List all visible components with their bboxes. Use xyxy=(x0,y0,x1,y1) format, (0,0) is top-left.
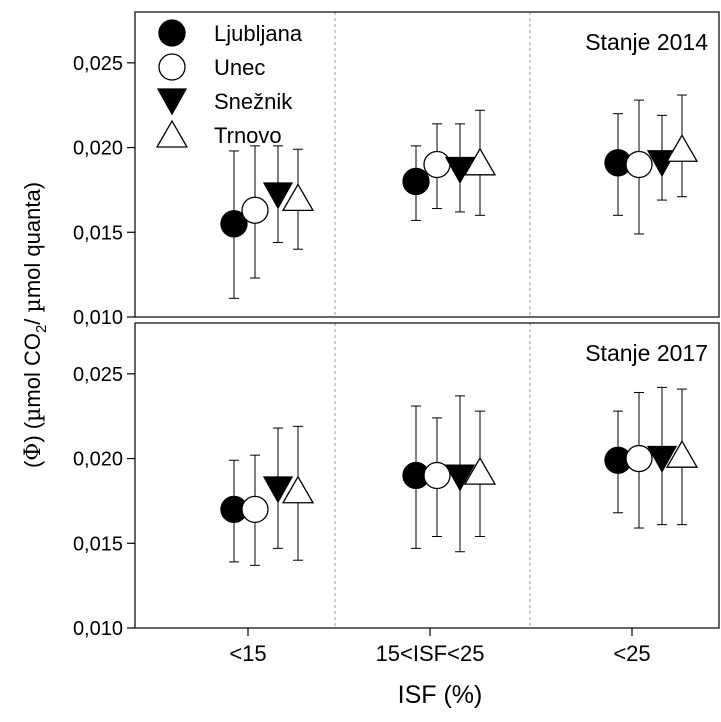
data-point xyxy=(281,475,315,504)
data-point xyxy=(281,183,315,212)
panel-frames xyxy=(134,11,720,629)
data-point xyxy=(646,445,678,473)
x-tick-label: <15 xyxy=(229,641,266,666)
legend-label: Trnovo xyxy=(214,123,282,148)
data-point xyxy=(423,150,451,179)
y-tick-label: 0,025 xyxy=(73,364,123,386)
data-point xyxy=(463,147,497,176)
x-axis-ticks: <15 15<ISF<25 <25 xyxy=(229,628,651,666)
y-axis-ticks: 0,010 0,015 0,020 0,025 0,010 0,015 0,020 0,025 xyxy=(73,53,135,640)
legend-marker xyxy=(158,19,186,47)
y-tick-label: 0,010 xyxy=(73,307,123,329)
y-tick-label: 0,020 xyxy=(73,449,123,471)
legend-marker xyxy=(155,119,189,148)
data-point xyxy=(463,456,497,485)
data-point xyxy=(665,439,699,468)
data-point xyxy=(444,464,476,492)
data-points xyxy=(220,133,699,524)
x-tick-label: 15<ISF<25 xyxy=(376,641,485,666)
panel-titles: Stanje 2014 Stanje 2017 xyxy=(585,29,708,366)
y-axis-title: (Φ) (µmol CO2/ µmol quanta) xyxy=(20,182,50,468)
legend-label: Snežnik xyxy=(214,89,293,114)
data-point xyxy=(402,167,430,196)
data-point xyxy=(241,196,269,224)
data-point xyxy=(665,133,699,162)
data-point xyxy=(241,495,269,524)
x-tick-label: <25 xyxy=(613,641,650,666)
y-tick-label: 0,020 xyxy=(73,138,123,160)
data-point xyxy=(220,210,248,238)
data-point xyxy=(625,444,653,473)
panel-title: Stanje 2017 xyxy=(585,340,708,366)
panel-frame xyxy=(134,11,720,318)
data-point xyxy=(262,476,294,504)
x-axis-title: ISF (%) xyxy=(398,681,483,709)
y-tick-label: 0,025 xyxy=(73,53,123,75)
y-tick-label: 0,015 xyxy=(73,533,123,555)
panel-title: Stanje 2014 xyxy=(585,29,708,55)
y-tick-label: 0,010 xyxy=(73,618,123,640)
y-tick-label: 0,015 xyxy=(73,222,123,244)
legend-label: Unec xyxy=(214,55,265,80)
legend: Ljubljana Unec Snežnik Trnovo xyxy=(155,19,303,148)
grid-lines xyxy=(334,12,531,628)
legend-marker xyxy=(158,53,186,81)
legend-label: Ljubljana xyxy=(214,21,303,46)
panel-frame xyxy=(134,322,720,629)
data-point xyxy=(423,461,451,490)
legend-marker xyxy=(156,88,188,116)
data-point xyxy=(262,182,294,210)
data-point xyxy=(625,150,653,179)
